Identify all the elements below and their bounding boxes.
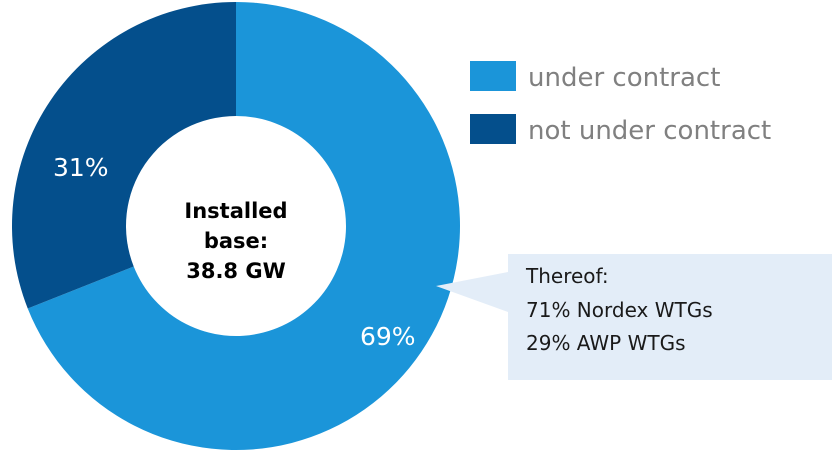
slice-label-not-under-contract: 31% (53, 153, 109, 182)
callout-line-3: 29% AWP WTGs (526, 331, 686, 355)
legend-swatch-not-under-contract (470, 114, 516, 144)
slice-value-labels: 31% 69% (53, 153, 416, 351)
callout: Thereof: 71% Nordex WTGs 29% AWP WTGs (436, 254, 832, 380)
donut-slices (11, 2, 460, 450)
center-label-line-1: Installed (184, 199, 287, 223)
center-label: Installed base: 38.8 GW (184, 199, 287, 283)
callout-line-1: Thereof: (525, 264, 609, 288)
legend-label-under-contract: under contract (528, 63, 720, 93)
center-label-line-2: base: (204, 229, 268, 253)
legend-swatch-under-contract (470, 61, 516, 91)
slice-not-under-contract (11, 2, 237, 309)
legend-label-not-under-contract: not under contract (528, 116, 771, 146)
callout-box (436, 254, 832, 380)
callout-line-2: 71% Nordex WTGs (526, 298, 713, 322)
center-label-line-3: 38.8 GW (186, 259, 286, 283)
slice-label-under-contract: 69% (360, 322, 416, 351)
slice-under-contract (27, 2, 460, 450)
legend: under contract not under contract (470, 61, 771, 146)
